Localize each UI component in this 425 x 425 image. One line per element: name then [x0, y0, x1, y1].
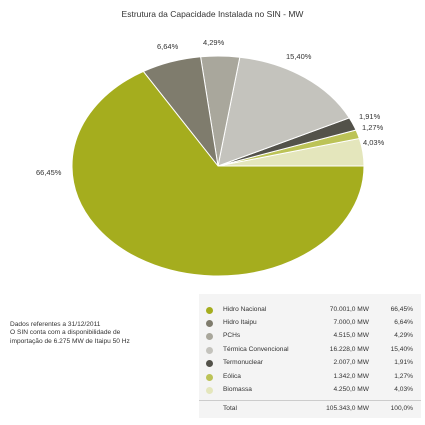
legend-name: Eólica [223, 373, 241, 380]
legend-swatch [206, 386, 213, 394]
legend-percent: 4,29% [394, 332, 413, 339]
legend-swatch [206, 319, 213, 327]
legend-percent: 6,64% [394, 319, 413, 326]
legend-percent: 15,40% [390, 346, 413, 353]
pie-label-termonuclear: 1,91% [359, 112, 381, 121]
legend-percent: 4,03% [394, 386, 413, 393]
legend-total-label: Total [223, 405, 237, 412]
legend-row: Eólica 1.342,0 MW 1,27% [199, 371, 421, 383]
pie-label-biomassa: 4,03% [363, 138, 385, 147]
legend-row: PCHs 4.515,0 MW 4,29% [199, 330, 421, 342]
pie-label-t-rmica-convencional: 15,40% [286, 52, 312, 61]
legend-mw: 1.342,0 MW [333, 373, 369, 380]
legend-row: Térmica Convencional 16.228,0 MW 15,40% [199, 344, 421, 356]
legend-row: Biomassa 4.250,0 MW 4,03% [199, 384, 421, 396]
legend-percent: 1,91% [394, 359, 413, 366]
legend-row: Termonuclear 2.007,0 MW 1,91% [199, 357, 421, 369]
legend-percent: 1,27% [394, 373, 413, 380]
legend-table: Hidro Nacional 70.001,0 MW 66,45% Hidro Ita… [199, 294, 421, 418]
pie-slice-hidro-nacional [71, 70, 365, 277]
legend-swatch [206, 332, 213, 340]
legend-name: Hidro Itaipu [223, 319, 257, 326]
legend-total-percent: 100,0% [390, 405, 413, 412]
notes: Dados referentes a 31/12/2011 O SIN cont… [10, 321, 185, 346]
legend-mw: 4.250,0 MW [333, 386, 369, 393]
legend-mw: 7.000,0 MW [333, 319, 369, 326]
legend-swatch [206, 346, 213, 354]
legend-name: Biomassa [223, 386, 252, 393]
legend-percent: 66,45% [390, 306, 413, 313]
legend-swatch [206, 373, 213, 381]
legend-mw: 2.007,0 MW [333, 359, 369, 366]
legend-row: Hidro Itaipu 7.000,0 MW 6,64% [199, 317, 421, 329]
legend-total-row: Total 105.343,0 MW 100,0% [199, 403, 421, 415]
pie-label-pchs: 4,29% [203, 38, 225, 47]
note-itaipu-cont: importação de 6.275 MW de Itaipu 50 Hz [10, 337, 130, 345]
legend-swatch [206, 359, 213, 367]
legend-name: Termonuclear [223, 359, 263, 366]
legend-mw: 4.515,0 MW [333, 332, 369, 339]
pie-slice-t-rmica-convencional [217, 56, 351, 167]
legend-swatch [206, 306, 213, 314]
legend-name: Térmica Convencional [223, 346, 289, 353]
legend-mw: 16.228,0 MW [329, 346, 369, 353]
legend-name: PCHs [223, 332, 241, 339]
chart-title: Estrutura da Capacidade Instalada no SIN… [121, 9, 304, 19]
note-itaipu: O SIN conta com a disponibilidade de [10, 329, 121, 337]
legend-name: Hidro Nacional [223, 306, 267, 313]
legend-divider [199, 400, 421, 401]
note-date: Dados referentes a 31/12/2011 [10, 321, 101, 328]
pie-label-e-lica: 1,27% [362, 123, 384, 132]
legend-row: Hidro Nacional 70.001,0 MW 66,45% [199, 304, 421, 316]
pie-label-hidro-itaipu: 6,64% [157, 42, 179, 51]
legend-total-mw: 105.343,0 MW [326, 405, 369, 412]
legend-mw: 70.001,0 MW [329, 306, 369, 313]
pie-label-hidro-nacional: 66,45% [36, 168, 62, 177]
